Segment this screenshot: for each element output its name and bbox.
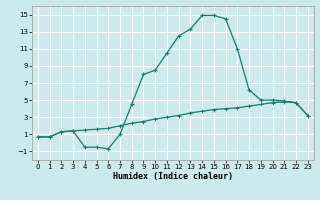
X-axis label: Humidex (Indice chaleur): Humidex (Indice chaleur) — [113, 172, 233, 181]
